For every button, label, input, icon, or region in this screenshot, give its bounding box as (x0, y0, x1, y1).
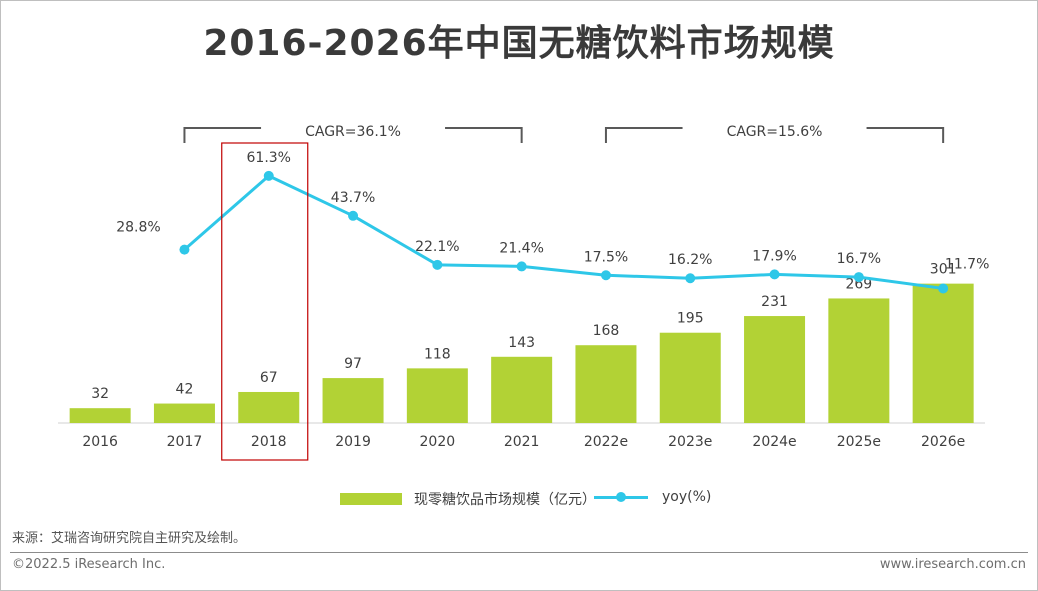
x-tick-label-2021: 2021 (504, 434, 540, 450)
yoy-point-2025e (853, 272, 864, 283)
yoy-label-2026e: 11.7% (945, 256, 989, 272)
yoy-point-2017 (179, 244, 190, 255)
cagr-bracket-left-0 (183, 127, 262, 143)
bar-2022e (575, 345, 637, 423)
bar-2016 (69, 408, 131, 423)
bar-value-label-2024e: 231 (761, 294, 788, 310)
x-tick-label-2022e: 2022e (584, 434, 628, 450)
x-tick-label-2017: 2017 (167, 434, 203, 450)
cagr-label-0: CAGR=36.1% (305, 124, 401, 140)
yoy-point-2018 (263, 170, 274, 181)
copyright: ©2022.5 iResearch Inc. (12, 557, 166, 572)
bar-2018 (238, 391, 300, 423)
yoy-label-2018: 61.3% (247, 150, 291, 166)
bar-2024e (744, 316, 806, 423)
source-note: 来源：艾瑞咨询研究院自主研究及绘制。 (12, 531, 247, 546)
yoy-label-2020: 22.1% (415, 239, 459, 255)
legend-item-line: yoy(%) (594, 489, 711, 505)
yoy-label-2025e: 16.7% (837, 251, 881, 267)
yoy-label-2017: 28.8% (116, 220, 160, 236)
x-tick-label-2020: 2020 (420, 434, 456, 450)
x-tick-label-2023e: 2023e (668, 434, 712, 450)
bar-value-label-2018: 67 (260, 370, 278, 386)
yoy-label-2023e: 16.2% (668, 252, 712, 268)
cagr-label-1: CAGR=15.6% (727, 124, 823, 140)
legend-line-swatch (594, 491, 648, 502)
bar-value-label-2016: 32 (91, 386, 109, 402)
bar-2017 (153, 403, 215, 423)
yoy-point-2019 (348, 210, 359, 221)
legend-line-label: yoy(%) (662, 489, 712, 505)
yoy-label-2022e: 17.5% (584, 249, 628, 265)
bar-value-label-2021: 143 (508, 335, 535, 351)
x-tick-label-2019: 2019 (335, 434, 371, 450)
x-tick-label-2016: 2016 (82, 434, 118, 450)
highlight-box-2018 (221, 142, 309, 461)
footer-divider (10, 552, 1028, 553)
cagr-bracket-left-1 (604, 127, 683, 143)
yoy-line (183, 174, 944, 290)
yoy-point-2024e (769, 269, 780, 280)
bar-value-label-2022e: 168 (593, 323, 620, 339)
bar-2025e (828, 298, 890, 423)
bar-value-label-2025e: 269 (845, 276, 872, 292)
x-tick-label-2024e: 2024e (752, 434, 796, 450)
bar-value-label-2019: 97 (344, 356, 362, 372)
x-tick-label-2018: 2018 (251, 434, 287, 450)
legend-item-bar: 现零糖饮品市场规模（亿元） (340, 489, 596, 509)
yoy-point-2023e (685, 273, 696, 284)
yoy-point-2020 (432, 259, 443, 270)
bar-2021 (491, 356, 553, 423)
legend-bar-label: 现零糖饮品市场规模（亿元） (414, 492, 596, 508)
bar-2019 (322, 378, 384, 423)
bar-2023e (659, 332, 721, 423)
cagr-bracket-right-0 (445, 127, 523, 143)
bar-value-label-2020: 118 (424, 346, 451, 362)
yoy-label-2021: 21.4% (499, 240, 543, 256)
yoy-point-2026e (938, 283, 949, 294)
legend: 现零糖饮品市场规模（亿元） yoy(%) (0, 489, 1038, 509)
legend-bar-swatch (340, 493, 402, 505)
cagr-bracket-right-1 (866, 127, 945, 143)
yoy-point-2022e (600, 270, 611, 281)
yoy-point-2021 (516, 261, 527, 272)
x-tick-label-2026e: 2026e (921, 434, 965, 450)
bar-value-label-2023e: 195 (677, 311, 704, 327)
bar-value-label-2017: 42 (176, 382, 194, 398)
bar-value-label-2026e: 301 (930, 262, 957, 278)
yoy-label-2024e: 17.9% (752, 248, 796, 264)
yoy-label-2019: 43.7% (331, 190, 375, 206)
bar-2026e (912, 283, 974, 423)
bar-2020 (406, 368, 468, 423)
chart-title: 2016-2026年中国无糖饮料市场规模 (203, 23, 835, 64)
x-tick-label-2025e: 2025e (837, 434, 881, 450)
site-url: www.iresearch.com.cn (879, 557, 1026, 572)
